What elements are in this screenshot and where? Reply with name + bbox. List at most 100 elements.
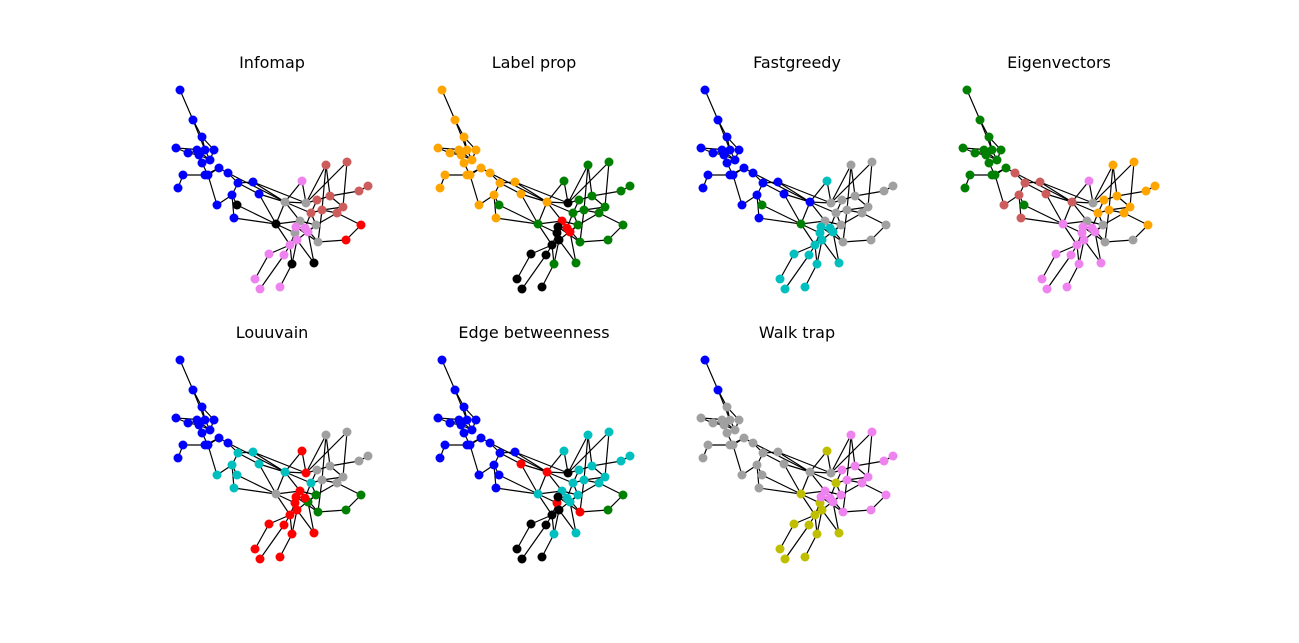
graph-node <box>1128 235 1138 245</box>
graph-edge <box>1092 164 1114 204</box>
graph-edge <box>783 193 811 203</box>
graph-node <box>780 284 790 294</box>
graph-edge <box>236 474 277 495</box>
network-graph <box>433 355 635 564</box>
graph-node <box>1016 213 1026 223</box>
network-graph <box>958 85 1160 294</box>
graph-node <box>831 208 841 218</box>
graph-node <box>965 170 975 180</box>
graph-node <box>549 529 559 539</box>
graph-node <box>984 132 994 142</box>
graph-node <box>317 205 327 215</box>
graph-edge <box>1039 181 1094 204</box>
graph-node <box>203 440 213 450</box>
graph-node <box>212 470 222 480</box>
graph-edge <box>227 442 286 473</box>
graph-node <box>594 478 604 488</box>
graph-node <box>616 456 626 466</box>
graph-edge <box>441 359 456 391</box>
graph-edge <box>259 524 285 560</box>
graph-edge <box>830 434 852 474</box>
graph-node <box>494 470 504 480</box>
graph-node <box>616 186 626 196</box>
graph-node <box>696 413 706 423</box>
graph-node <box>984 158 994 168</box>
graph-node <box>571 528 581 538</box>
graph-node <box>300 493 310 503</box>
graph-node <box>579 475 589 485</box>
graph-edge <box>966 89 981 121</box>
graph-node <box>1019 200 1029 210</box>
graph-node <box>450 115 460 125</box>
graph-node <box>474 200 484 210</box>
graph-node <box>495 448 505 458</box>
graph-node <box>879 456 889 466</box>
graph-node <box>254 189 264 199</box>
graph-edge <box>1046 254 1072 290</box>
graph-node <box>825 493 835 503</box>
graph-edge <box>325 434 331 467</box>
graph-node <box>248 447 258 457</box>
graph-node <box>604 157 614 167</box>
graph-edge <box>520 193 548 203</box>
panel-label-prop: Label prop <box>422 53 646 303</box>
graph-node <box>279 250 289 260</box>
graph-edge <box>604 161 610 208</box>
graph-edge <box>227 172 286 203</box>
graph-node <box>1100 237 1110 247</box>
graph-edge <box>495 217 539 225</box>
graph-node <box>1066 250 1076 260</box>
network-graph <box>171 355 373 564</box>
graph-node <box>356 220 366 230</box>
graph-node <box>183 148 193 158</box>
graph-node <box>1129 157 1139 167</box>
graph-node <box>255 554 265 564</box>
graph-node <box>583 160 593 170</box>
graph-node <box>1108 160 1118 170</box>
graph-node <box>476 163 486 173</box>
graph-edge <box>1041 253 1057 280</box>
graph-node <box>703 170 713 180</box>
graph-node <box>1088 198 1098 208</box>
graph-node <box>825 223 835 233</box>
graph-node <box>779 189 789 199</box>
graph-edge <box>567 431 610 474</box>
graph-node <box>583 430 593 440</box>
panel-eigenvectors: Eigenvectors <box>947 53 1171 303</box>
graph-edge <box>1023 204 1064 225</box>
graph-node <box>1067 197 1077 207</box>
graph-node <box>975 115 985 125</box>
graph-node <box>197 132 207 142</box>
graph-node <box>553 222 563 232</box>
graph-edge <box>469 174 480 206</box>
graph-edge <box>252 451 307 474</box>
graph-node <box>1010 168 1020 178</box>
graph-node <box>834 258 844 268</box>
graph-node <box>754 483 764 493</box>
graph-node <box>842 205 852 215</box>
graph-node <box>810 510 820 520</box>
graph-edge <box>821 239 840 264</box>
graph-node <box>462 415 472 425</box>
graph-node <box>1051 249 1061 259</box>
graph-node <box>722 132 732 142</box>
graph-node <box>850 191 860 201</box>
graph-node <box>857 208 867 218</box>
graph-edge <box>1129 161 1135 208</box>
graph-edge <box>558 509 577 534</box>
graph-edge <box>830 161 873 204</box>
graph-node <box>754 213 764 223</box>
graph-edge <box>567 164 589 204</box>
graph-node <box>178 170 188 180</box>
graph-node <box>734 415 744 425</box>
graph-node <box>541 250 551 260</box>
graph-edge <box>783 193 802 225</box>
graph-node <box>822 176 832 186</box>
graph-edge <box>254 523 270 550</box>
panel-title: Eigenvectors <box>1007 53 1111 72</box>
graph-node <box>264 519 274 529</box>
graph-node <box>708 418 718 428</box>
graph-edge <box>784 524 810 560</box>
graph-node <box>618 220 628 230</box>
graph-node <box>826 468 836 478</box>
